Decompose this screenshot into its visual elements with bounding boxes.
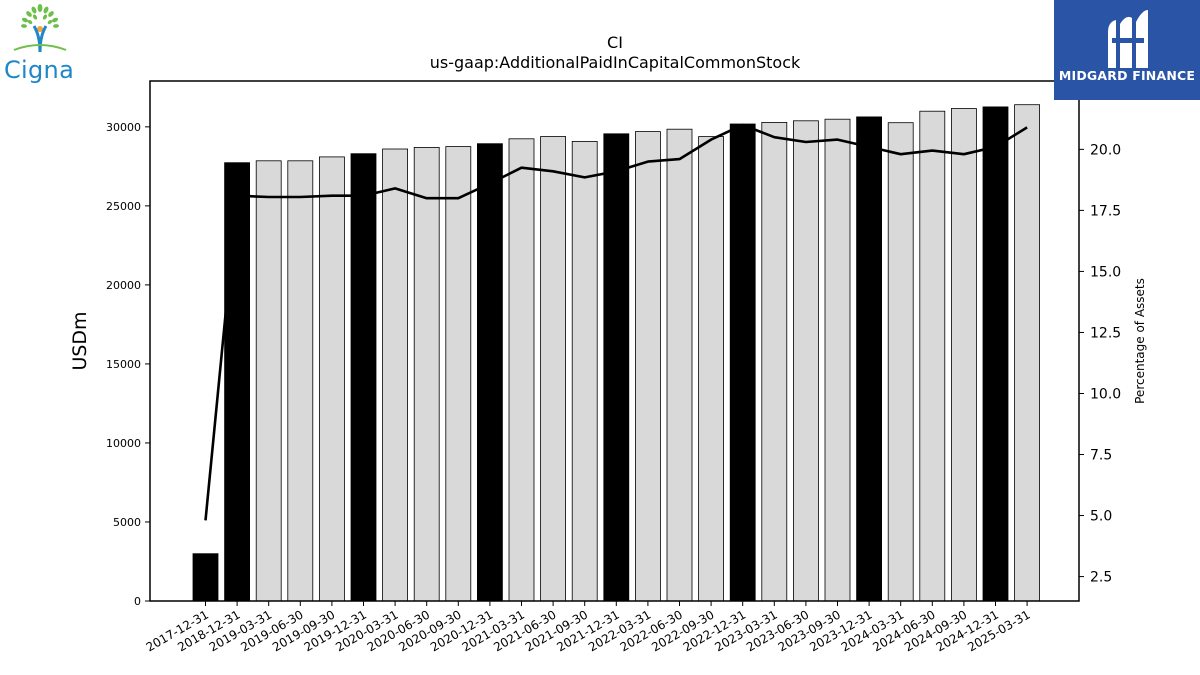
bar-2021-03-31 [508, 138, 535, 602]
bar-2021-06-30 [540, 136, 566, 602]
bar-2021-09-30 [571, 140, 598, 602]
x-axis: 2017-12-312018-12-312019-03-312019-06-30… [144, 601, 1033, 654]
bar-2022-06-30 [666, 128, 693, 602]
bar-2019-09-30 [318, 156, 345, 602]
bar-2022-12-31 [729, 123, 756, 602]
y-tick-label: 30000 [106, 121, 141, 134]
chart-subtitle: us-gaap:AdditionalPaidInCapitalCommonSto… [430, 53, 801, 72]
bar-2020-09-30 [445, 146, 472, 602]
bar-2022-03-31 [635, 131, 661, 602]
y2-tick-label: 15.0 [1090, 264, 1121, 280]
midgard-m-icon [1108, 10, 1148, 68]
cigna-logo: Cigna [0, 0, 90, 92]
bar-2020-06-30 [413, 146, 440, 602]
bar-2020-03-31 [382, 148, 409, 602]
bar-2024-03-31 [887, 122, 914, 602]
y2-tick-label: 10.0 [1090, 386, 1121, 402]
bar-2024-12-31 [982, 106, 1009, 602]
y2-axis-label: Percentage of Assets [1133, 278, 1147, 404]
bar-2019-06-30 [287, 160, 314, 602]
y-axis-right: 2.5 5.0 7.5 10.0 12.5 15.0 17.5 20.0 [1079, 142, 1121, 586]
bar-2025-03-31 [1014, 104, 1040, 602]
midgard-finance-logo: MIDGARD FINANCE [1054, 0, 1200, 100]
y-tick-label: 10000 [106, 437, 141, 450]
bar-2019-12-31 [350, 153, 377, 602]
bar-2022-09-30 [698, 136, 724, 602]
chart-title: CI [607, 33, 623, 52]
bar-2023-03-31 [761, 122, 788, 602]
y2-tick-label: 20.0 [1090, 142, 1121, 158]
y-tick-label: 25000 [106, 200, 141, 213]
y2-tick-label: 5.0 [1090, 509, 1112, 525]
bar-2023-09-30 [824, 118, 851, 602]
y-tick-label: 15000 [106, 358, 141, 371]
bar-2024-06-30 [919, 110, 946, 602]
y-tick-label: 5000 [113, 516, 141, 529]
bar-2018-12-31 [224, 162, 251, 602]
bar-2019-03-31 [255, 160, 282, 602]
bar-2024-09-30 [951, 108, 977, 602]
bar-2017-12-31 [192, 553, 219, 602]
y2-tick-label: 17.5 [1090, 203, 1121, 219]
y-axis-label: USDm [69, 311, 91, 370]
cigna-wordmark: Cigna [4, 56, 75, 84]
y2-tick-label: 12.5 [1090, 325, 1121, 341]
bar-series [192, 104, 1040, 602]
percentage-line [204, 123, 1028, 521]
midgard-wordmark: MIDGARD FINANCE [1058, 68, 1196, 83]
plot-frame [149, 80, 1080, 602]
line-series [204, 123, 1028, 521]
bar-2023-06-30 [793, 120, 819, 602]
y-axis-left: 0 5000 10000 15000 20000 25000 30000 [106, 121, 150, 608]
bar-2020-12-31 [476, 143, 503, 602]
y2-tick-label: 2.5 [1090, 570, 1112, 586]
bar-2023-12-31 [856, 116, 882, 602]
bar-2021-12-31 [603, 133, 630, 602]
tree-person-icon [13, 4, 67, 53]
y-tick-label: 0 [134, 595, 141, 608]
y2-tick-label: 7.5 [1090, 448, 1112, 464]
y-tick-label: 20000 [106, 279, 141, 292]
